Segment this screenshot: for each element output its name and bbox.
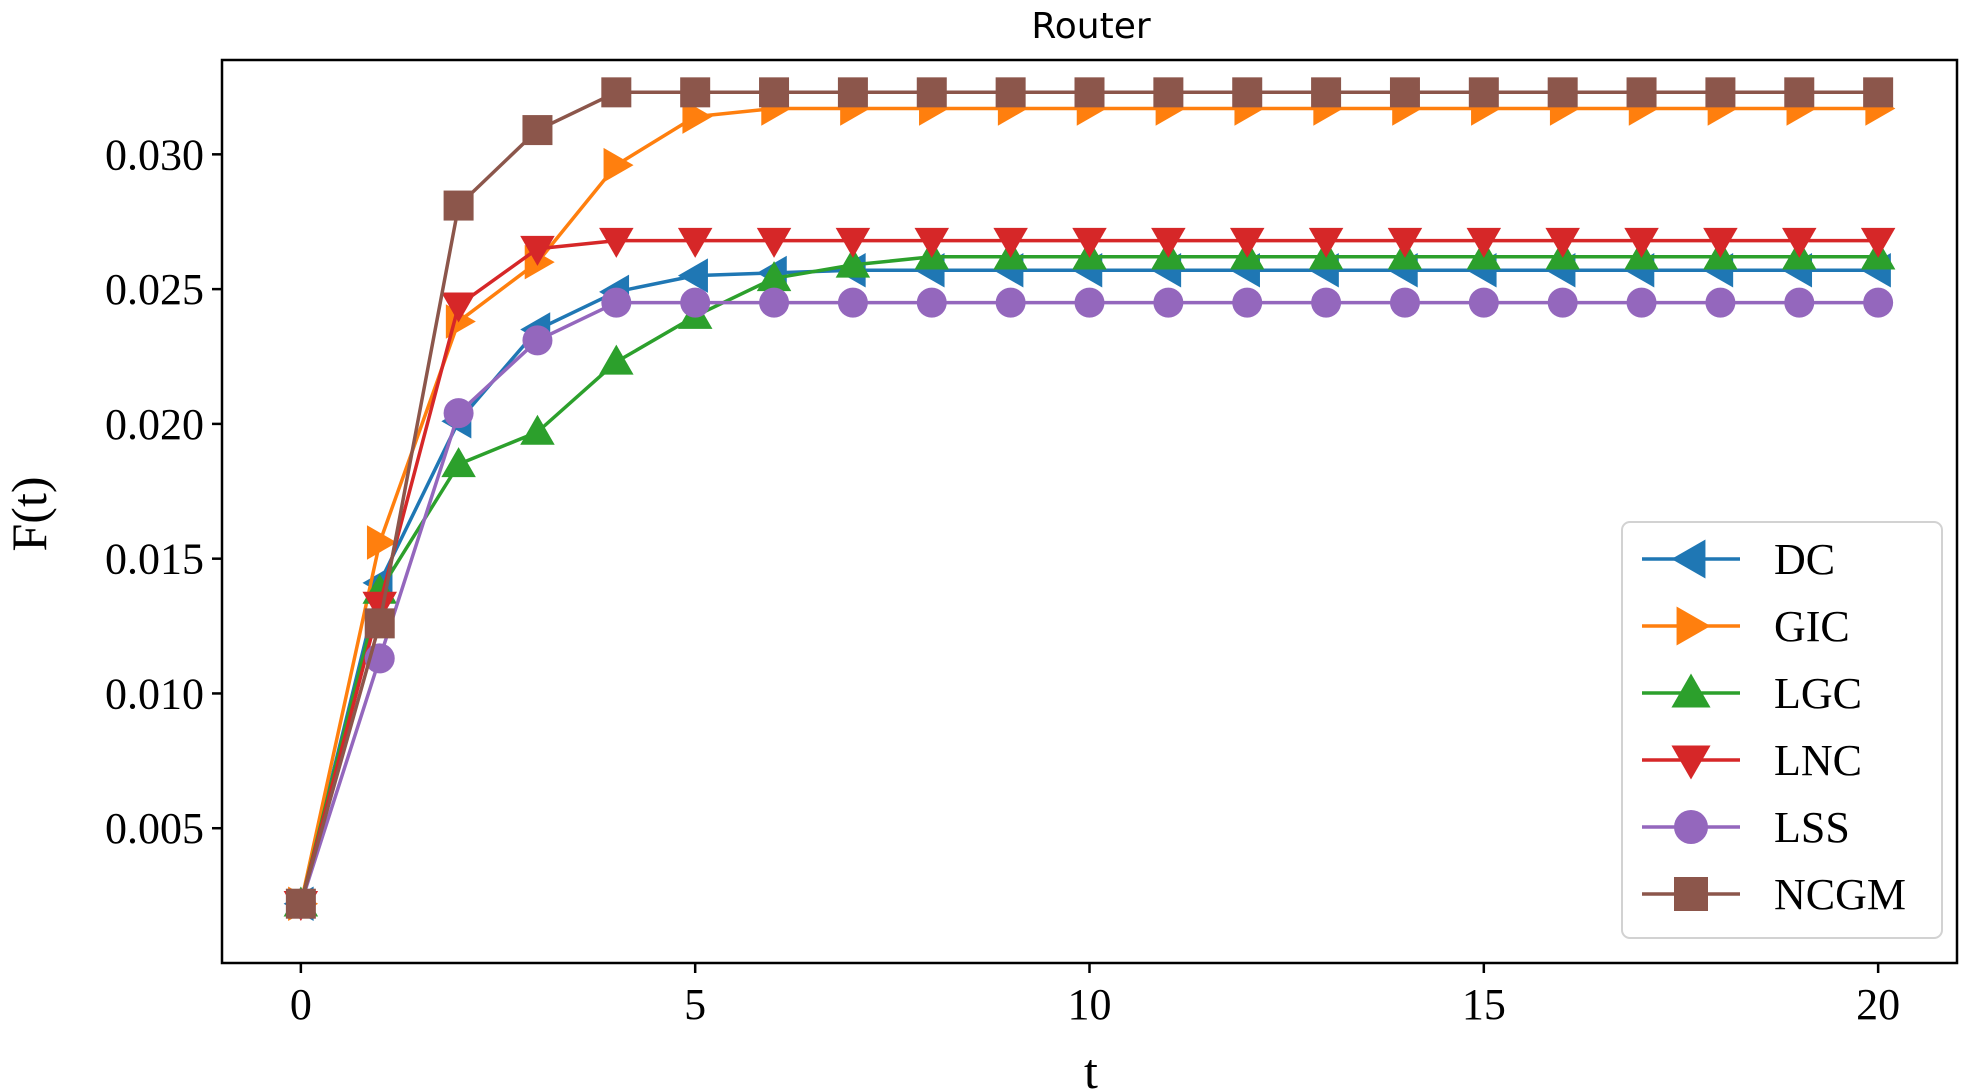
data-point-lss-5 bbox=[680, 287, 711, 318]
data-point-dc-5 bbox=[677, 258, 708, 293]
data-point-lss-14 bbox=[1389, 287, 1420, 318]
data-point-ncgm-18 bbox=[1705, 77, 1736, 108]
y-tick-label-2: 0.015 bbox=[105, 535, 204, 584]
y-tick-label-0: 0.005 bbox=[105, 804, 204, 853]
data-point-lss-18 bbox=[1705, 287, 1736, 318]
data-point-ncgm-8 bbox=[916, 77, 947, 108]
legend-marker-ncgm bbox=[1674, 877, 1708, 911]
legend-label-gic: GIC bbox=[1774, 602, 1850, 651]
y-tick-label-5: 0.030 bbox=[105, 130, 204, 179]
data-point-gic-4 bbox=[603, 147, 634, 183]
data-point-ncgm-5 bbox=[680, 77, 711, 108]
legend-marker-lnc bbox=[1671, 745, 1711, 780]
legend-marker-lgc bbox=[1671, 673, 1711, 708]
data-point-lnc-4 bbox=[599, 227, 634, 258]
data-point-gic-1 bbox=[366, 525, 397, 560]
data-point-ncgm-10 bbox=[1074, 77, 1105, 108]
data-point-ncgm-4 bbox=[601, 77, 632, 108]
data-point-lgc-2 bbox=[441, 447, 476, 478]
data-point-lss-9 bbox=[995, 287, 1026, 318]
data-point-lss-16 bbox=[1547, 287, 1578, 318]
data-point-ncgm-7 bbox=[837, 77, 868, 108]
data-point-lss-20 bbox=[1863, 287, 1894, 318]
x-tick-label-10: 10 bbox=[1068, 980, 1112, 1029]
data-point-lss-8 bbox=[916, 287, 947, 318]
data-point-ncgm-17 bbox=[1626, 77, 1657, 108]
data-point-ncgm-12 bbox=[1232, 77, 1263, 108]
data-point-gic-5 bbox=[682, 99, 713, 134]
legend-label-dc: DC bbox=[1774, 535, 1835, 584]
legend-marker-lss bbox=[1674, 810, 1708, 844]
data-point-lgc-6 bbox=[756, 261, 792, 292]
data-point-lss-12 bbox=[1232, 287, 1263, 318]
data-point-ncgm-0 bbox=[285, 888, 316, 919]
data-point-lnc-19 bbox=[1782, 227, 1817, 258]
data-point-lnc-12 bbox=[1229, 227, 1265, 258]
data-point-ncgm-15 bbox=[1468, 77, 1499, 108]
x-tick-label-15: 15 bbox=[1462, 980, 1506, 1029]
y-axis-label: F(t) bbox=[1, 477, 57, 552]
data-point-ncgm-2 bbox=[443, 190, 474, 221]
data-point-lnc-10 bbox=[1072, 227, 1107, 258]
plot-area: 0 5 10 15 20 0.005 0.010 0.015 0.020 0.025 0.030 bbox=[105, 58, 1959, 1029]
chart-title: Router bbox=[1031, 6, 1151, 47]
data-point-lnc-5 bbox=[677, 227, 713, 258]
legend-label-lgc: LGC bbox=[1774, 669, 1862, 718]
data-point-lss-19 bbox=[1784, 287, 1815, 318]
data-point-ncgm-16 bbox=[1547, 77, 1578, 108]
data-point-lgc-3 bbox=[520, 414, 555, 445]
data-point-lnc-1 bbox=[362, 591, 397, 622]
legend-label-ncgm: NCGM bbox=[1774, 870, 1906, 919]
data-point-lss-2 bbox=[443, 398, 474, 429]
data-point-lnc-15 bbox=[1466, 227, 1502, 258]
data-point-lss-17 bbox=[1626, 287, 1657, 318]
data-point-ncgm-1 bbox=[364, 608, 395, 639]
legend: DC GIC LGC LNC LSS NCGM bbox=[1621, 521, 1943, 939]
data-point-ncgm-6 bbox=[759, 77, 790, 108]
data-point-lnc-16 bbox=[1545, 227, 1580, 258]
data-point-lss-3 bbox=[522, 325, 553, 356]
x-tick-label-20: 20 bbox=[1856, 980, 1900, 1029]
data-point-lnc-9 bbox=[993, 227, 1028, 258]
data-point-ncgm-11 bbox=[1153, 77, 1184, 108]
x-axis-label: t bbox=[1084, 1043, 1098, 1091]
data-point-lss-4 bbox=[601, 287, 632, 318]
data-point-lgc-7 bbox=[835, 247, 871, 278]
data-point-ncgm-19 bbox=[1784, 77, 1815, 108]
y-tick-label-3: 0.020 bbox=[105, 400, 204, 449]
data-point-lss-7 bbox=[837, 287, 868, 318]
legend-label-lss: LSS bbox=[1774, 803, 1850, 852]
data-point-lnc-3 bbox=[520, 235, 555, 266]
data-point-lss-15 bbox=[1468, 287, 1499, 318]
data-point-lss-13 bbox=[1311, 287, 1342, 318]
data-point-lnc-7 bbox=[835, 227, 871, 258]
legend-marker-gic bbox=[1676, 606, 1711, 646]
data-point-lss-6 bbox=[759, 287, 790, 318]
legend-label-lnc: LNC bbox=[1774, 736, 1862, 785]
data-point-ncgm-9 bbox=[995, 77, 1026, 108]
data-point-lnc-11 bbox=[1151, 227, 1186, 258]
x-tick-label-5: 5 bbox=[684, 980, 706, 1029]
data-point-lnc-6 bbox=[756, 227, 792, 258]
data-point-ncgm-3 bbox=[522, 115, 553, 146]
data-point-lss-11 bbox=[1153, 287, 1184, 318]
data-point-ncgm-20 bbox=[1863, 77, 1894, 108]
y-tick-label-1: 0.010 bbox=[105, 669, 204, 718]
data-point-lnc-14 bbox=[1387, 227, 1423, 258]
data-point-lss-10 bbox=[1074, 287, 1105, 318]
legend-marker-dc bbox=[1671, 539, 1706, 579]
data-point-lgc-4 bbox=[599, 344, 634, 375]
data-point-lnc-13 bbox=[1308, 227, 1344, 258]
data-point-lnc-18 bbox=[1703, 227, 1738, 258]
data-point-lnc-17 bbox=[1624, 227, 1659, 258]
data-point-ncgm-13 bbox=[1311, 77, 1342, 108]
data-point-ncgm-14 bbox=[1389, 77, 1420, 108]
y-tick-label-4: 0.025 bbox=[105, 265, 204, 314]
data-point-lnc-8 bbox=[914, 227, 950, 258]
data-point-lnc-20 bbox=[1860, 227, 1896, 258]
x-tick-label-0: 0 bbox=[290, 980, 312, 1029]
data-point-lnc-2 bbox=[441, 292, 476, 323]
